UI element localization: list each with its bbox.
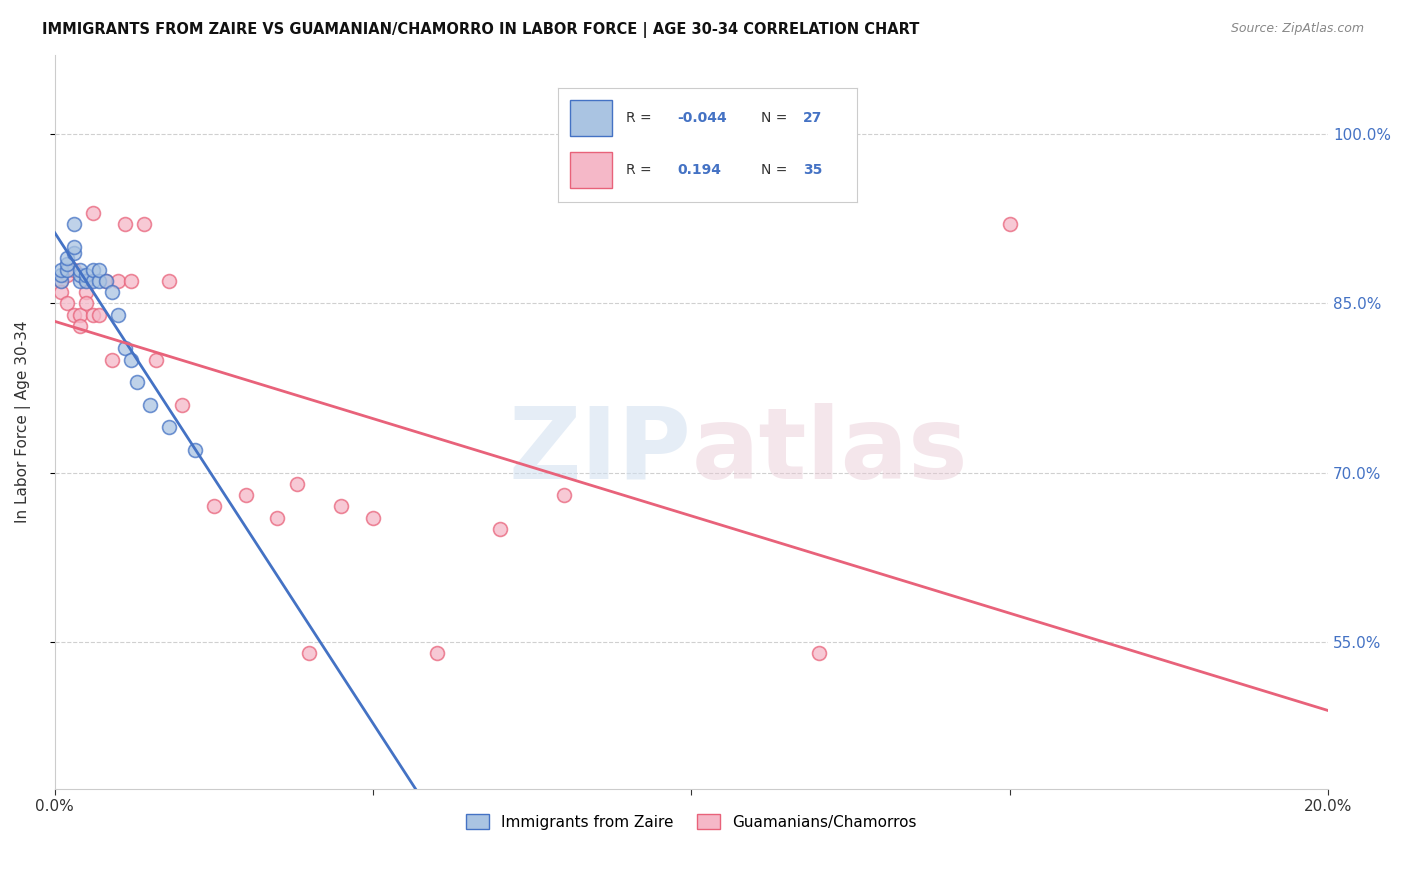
Point xyxy=(56,251,79,265)
Point xyxy=(62,245,84,260)
Point xyxy=(145,352,167,367)
Y-axis label: In Labor Force | Age 30-34: In Labor Force | Age 30-34 xyxy=(15,320,31,523)
Text: IMMIGRANTS FROM ZAIRE VS GUAMANIAN/CHAMORRO IN LABOR FORCE | AGE 30-34 CORRELATI: IMMIGRANTS FROM ZAIRE VS GUAMANIAN/CHAMO… xyxy=(42,22,920,38)
Point xyxy=(998,218,1021,232)
Point xyxy=(69,274,91,288)
Point xyxy=(107,274,129,288)
Point xyxy=(69,308,91,322)
Point xyxy=(62,308,84,322)
Point xyxy=(75,274,97,288)
Point xyxy=(75,285,97,299)
Point xyxy=(170,398,193,412)
Point xyxy=(132,218,155,232)
Point xyxy=(285,476,308,491)
Point xyxy=(120,274,142,288)
Point xyxy=(139,398,162,412)
Point xyxy=(426,646,449,660)
Point xyxy=(82,274,104,288)
Point xyxy=(330,500,353,514)
Point xyxy=(49,262,72,277)
Point xyxy=(62,262,84,277)
Point xyxy=(69,268,91,282)
Legend: Immigrants from Zaire, Guamanians/Chamorros: Immigrants from Zaire, Guamanians/Chamor… xyxy=(460,808,922,836)
Point xyxy=(82,308,104,322)
Point xyxy=(157,274,180,288)
Point xyxy=(82,262,104,277)
Point xyxy=(49,285,72,299)
Point xyxy=(56,296,79,310)
Point xyxy=(82,206,104,220)
Point xyxy=(56,262,79,277)
Point xyxy=(114,218,136,232)
Point xyxy=(49,274,72,288)
Point xyxy=(75,296,97,310)
Point xyxy=(298,646,321,660)
Point xyxy=(49,268,72,282)
Point xyxy=(114,342,136,356)
Point xyxy=(49,274,72,288)
Point xyxy=(235,488,257,502)
Point xyxy=(69,318,91,333)
Point xyxy=(89,308,111,322)
Point xyxy=(127,376,149,390)
Point xyxy=(89,274,111,288)
Point xyxy=(361,510,384,524)
Point xyxy=(75,268,97,282)
Text: Source: ZipAtlas.com: Source: ZipAtlas.com xyxy=(1230,22,1364,36)
Point xyxy=(75,274,97,288)
Point xyxy=(62,218,84,232)
Point xyxy=(56,268,79,282)
Point xyxy=(69,262,91,277)
Point xyxy=(107,308,129,322)
Point xyxy=(62,240,84,254)
Point xyxy=(202,500,225,514)
Point xyxy=(94,274,117,288)
Text: atlas: atlas xyxy=(692,402,967,500)
Point xyxy=(553,488,575,502)
Point xyxy=(101,285,124,299)
Point xyxy=(266,510,288,524)
Point xyxy=(807,646,830,660)
Point xyxy=(56,257,79,271)
Point xyxy=(101,352,124,367)
Point xyxy=(120,352,142,367)
Point xyxy=(157,420,180,434)
Point xyxy=(89,262,111,277)
Point xyxy=(183,443,205,458)
Point xyxy=(489,522,512,536)
Point xyxy=(94,274,117,288)
Text: ZIP: ZIP xyxy=(509,402,692,500)
